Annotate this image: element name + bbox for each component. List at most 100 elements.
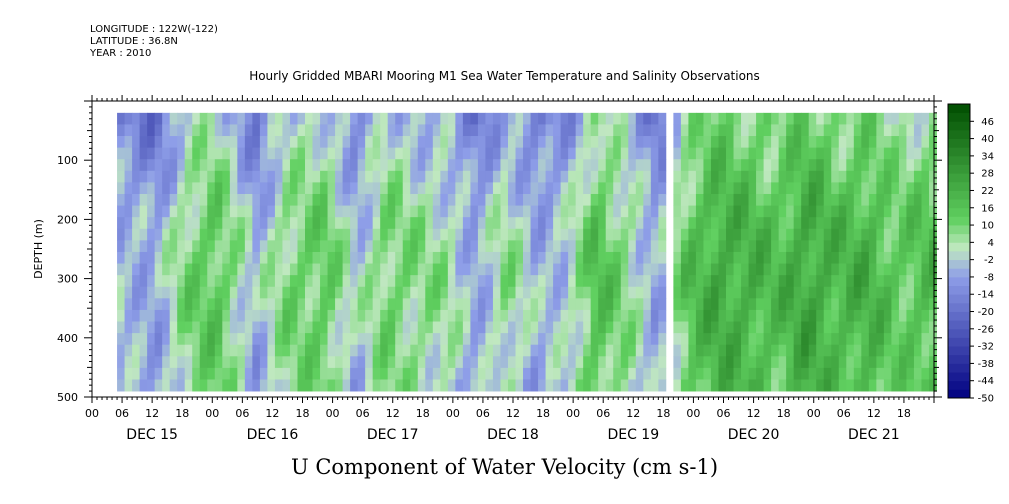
heatmap-cell (365, 136, 374, 149)
heatmap-cell (327, 124, 336, 137)
colorbar-segment (948, 112, 970, 122)
heatmap-cell (222, 379, 231, 392)
heatmap-cell (635, 333, 644, 346)
heatmap-cell (620, 182, 629, 195)
heatmap-cell (462, 356, 471, 369)
heatmap-cell (274, 147, 283, 160)
heatmap-cell (710, 379, 719, 392)
heatmap-cell (688, 112, 697, 125)
heatmap-cell (477, 344, 486, 357)
heatmap-cell (327, 275, 336, 288)
heatmap-cell (635, 136, 644, 149)
heatmap-cell (425, 356, 434, 369)
heatmap-cell (500, 356, 509, 369)
heatmap-cell (229, 124, 238, 137)
heatmap-cell (523, 193, 531, 206)
heatmap-cell (440, 379, 449, 392)
heatmap-cell (831, 217, 840, 230)
heatmap-cell (177, 136, 186, 149)
heatmap-cell (838, 333, 847, 346)
heatmap-cell (545, 379, 554, 392)
heatmap-cell (335, 159, 343, 172)
heatmap-cell (432, 379, 441, 392)
heatmap-cell (252, 379, 261, 392)
heatmap-cell (605, 251, 614, 264)
heatmap-cell (327, 333, 336, 346)
heatmap-cell (831, 367, 840, 380)
heatmap-cell (891, 251, 900, 264)
heatmap-cell (846, 321, 855, 334)
heatmap-cell (635, 240, 644, 253)
heatmap-cell (342, 251, 351, 264)
heatmap-cell (274, 356, 283, 369)
heatmap-cell (861, 193, 870, 206)
heatmap-cell (470, 321, 479, 334)
heatmap-cell (793, 170, 802, 183)
heatmap-cell (372, 193, 381, 206)
heatmap-cell (462, 286, 471, 299)
heatmap-cell (147, 367, 156, 380)
heatmap-cell (695, 159, 704, 172)
heatmap-cell (688, 344, 697, 357)
heatmap-cell (305, 240, 313, 253)
heatmap-cell (868, 321, 877, 334)
heatmap-cell (741, 344, 749, 357)
heatmap-cell (876, 205, 885, 218)
heatmap-cell (718, 356, 727, 369)
heatmap-cell (184, 333, 193, 346)
heatmap-cell (207, 298, 216, 311)
heatmap-cell (868, 228, 877, 241)
heatmap-cell (147, 217, 156, 230)
heatmap-cell (327, 159, 336, 172)
heatmap-cell (229, 205, 238, 218)
heatmap-cell (703, 379, 712, 392)
heatmap-cell (244, 205, 253, 218)
heatmap-cell (455, 309, 464, 322)
heatmap-cell (372, 147, 381, 160)
heatmap-cell (853, 170, 862, 183)
heatmap-cell (365, 344, 374, 357)
heatmap-cell (507, 112, 516, 125)
heatmap-cell (492, 263, 501, 276)
heatmap-cell (748, 275, 757, 288)
heatmap-cell (154, 147, 163, 160)
heatmap-cell (252, 286, 261, 299)
heatmap-cell (417, 356, 426, 369)
heatmap-cell (553, 275, 562, 288)
heatmap-cell (733, 286, 742, 299)
x-day-label: DEC 19 (607, 427, 659, 443)
heatmap-cell (763, 333, 772, 346)
heatmap-cell (425, 251, 434, 264)
heatmap-cell (538, 379, 546, 392)
heatmap-cell (410, 275, 419, 288)
heatmap-cell (620, 379, 629, 392)
heatmap-cell (741, 112, 749, 125)
x-day-label: DEC 17 (367, 427, 419, 443)
heatmap-cell (913, 333, 922, 346)
heatmap-cell (523, 379, 531, 392)
heatmap-cell (462, 321, 471, 334)
heatmap-cell (921, 136, 930, 149)
heatmap-cell (342, 124, 351, 137)
heatmap-cell (575, 275, 584, 288)
heatmap-cell (778, 182, 787, 195)
heatmap-cell (823, 136, 832, 149)
heatmap-cell (598, 263, 607, 276)
heatmap-cell (523, 286, 531, 299)
heatmap-cell (763, 356, 772, 369)
colorbar-segment (948, 164, 970, 174)
heatmap-cell (402, 333, 411, 346)
heatmap-cell (545, 228, 554, 241)
heatmap-cell (289, 193, 298, 206)
heatmap-cell (305, 124, 313, 137)
heatmap-cell (132, 321, 141, 334)
heatmap-cell (748, 228, 757, 241)
heatmap-cell (718, 251, 727, 264)
heatmap-cell (162, 275, 171, 288)
heatmap-cell (139, 136, 148, 149)
heatmap-cell (372, 124, 381, 137)
heatmap-cell (132, 344, 141, 357)
heatmap-cell (590, 112, 599, 125)
heatmap-cell (771, 309, 780, 322)
heatmap-cell (372, 205, 381, 218)
